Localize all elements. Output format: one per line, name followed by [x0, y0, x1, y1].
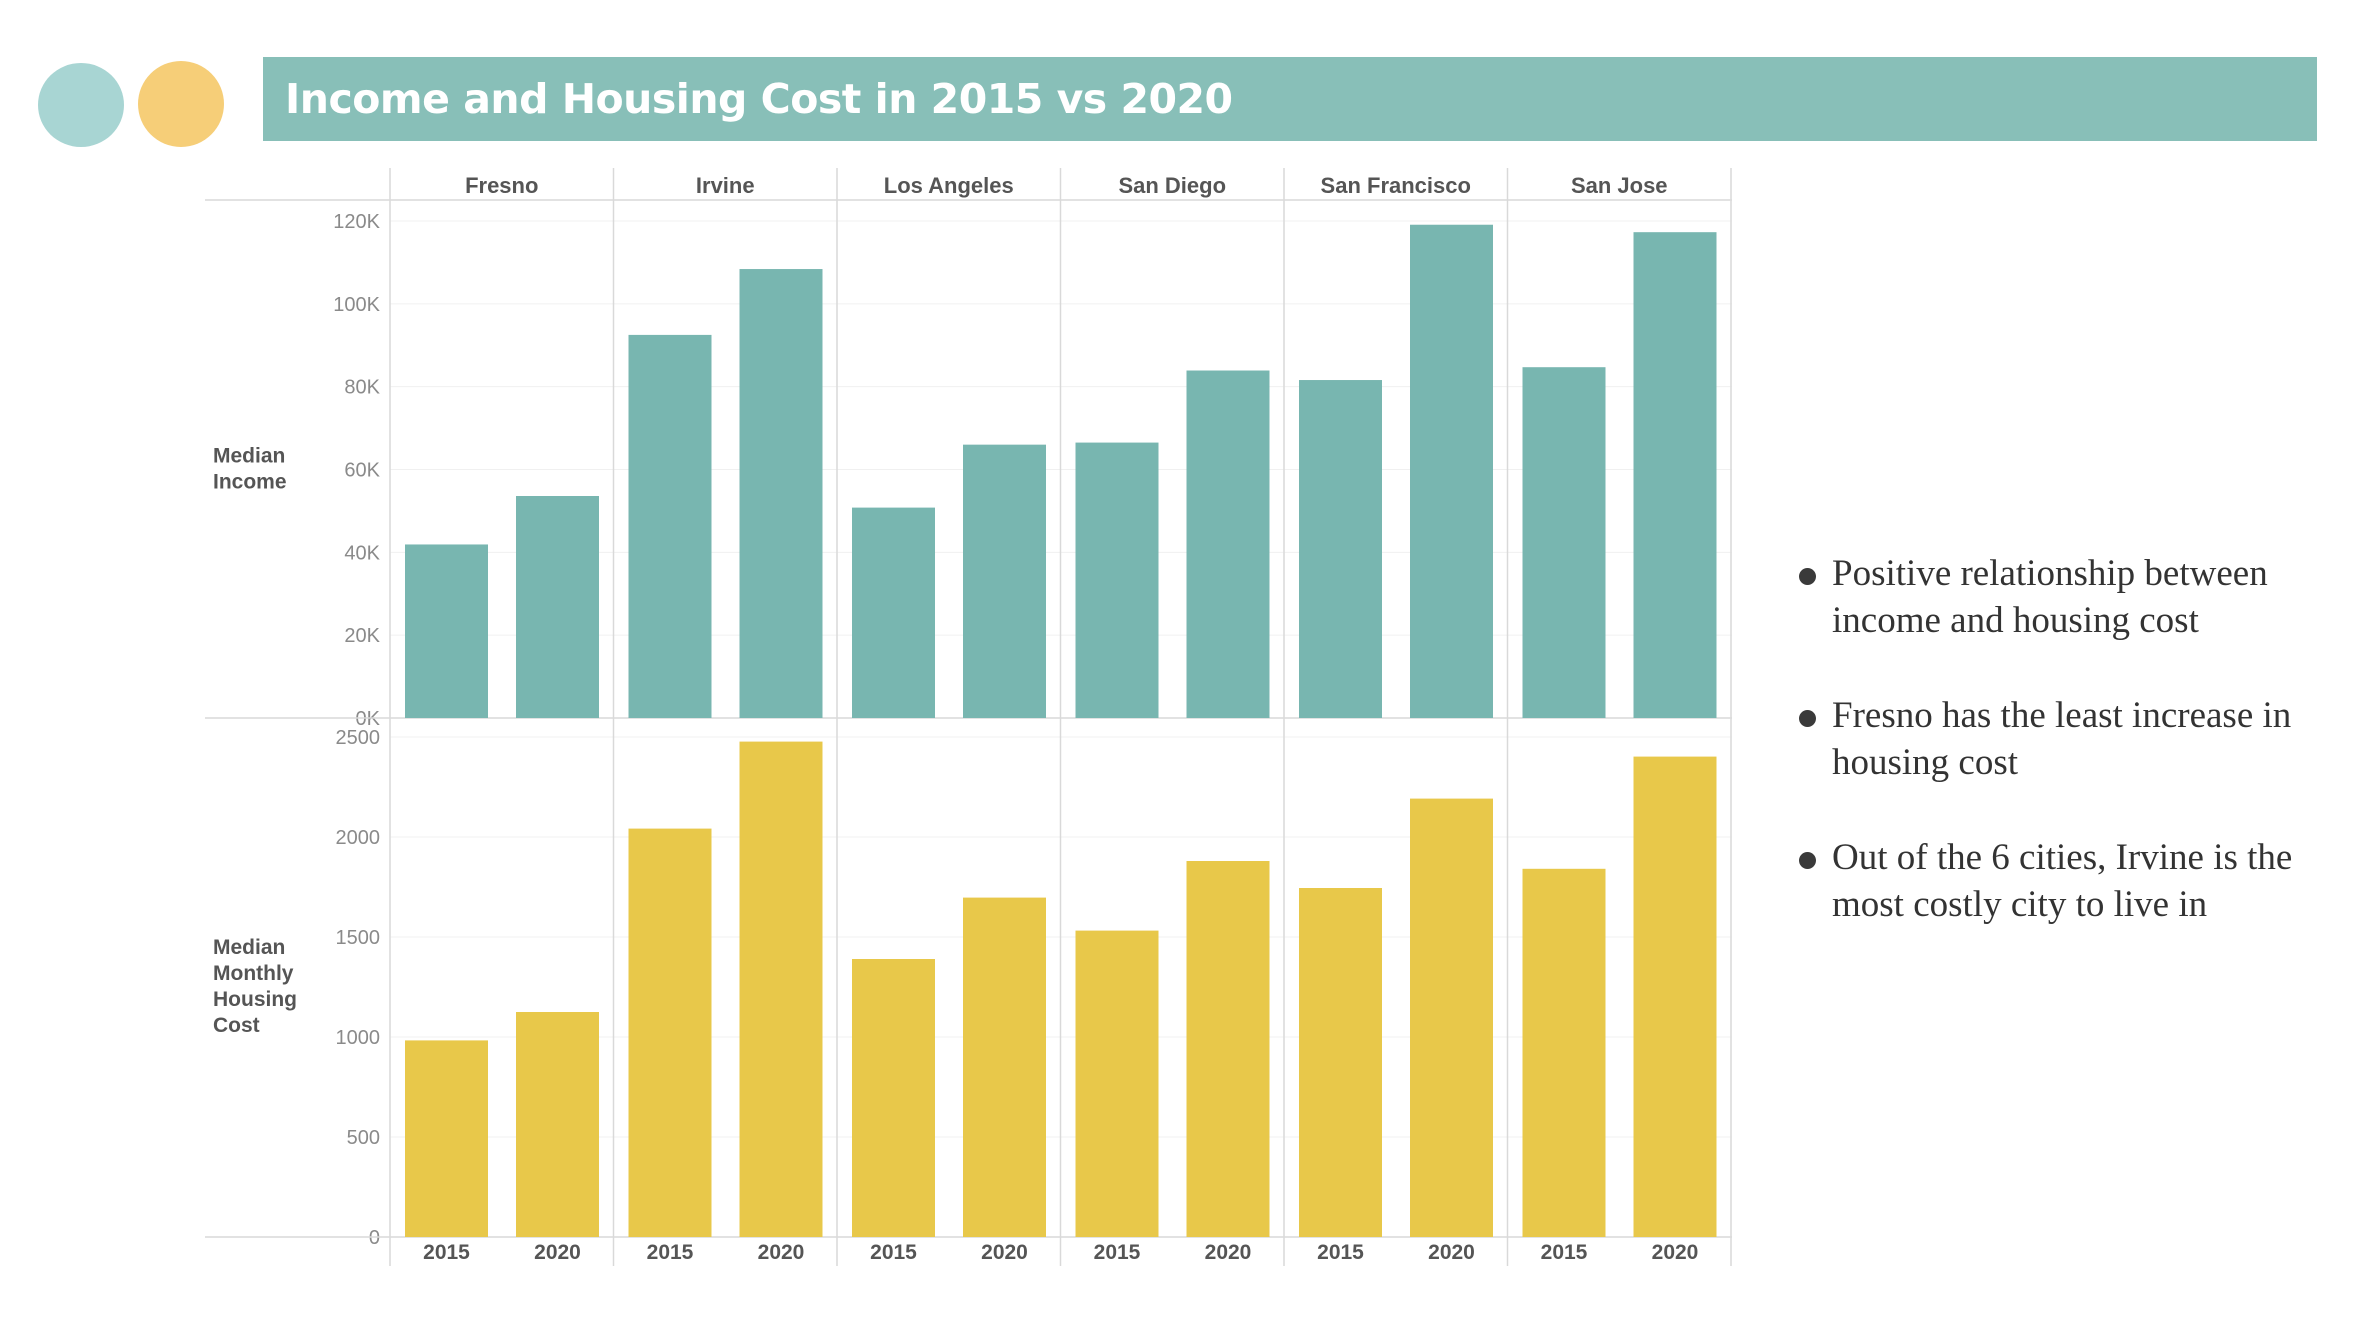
bar — [963, 444, 1046, 718]
y-axis-label: Median Income — [213, 445, 287, 494]
x-tick-label: 2020 — [534, 1241, 581, 1264]
bar — [516, 496, 599, 718]
bullet-text: Out of the 6 cities, Irvine is the most … — [1832, 837, 2293, 925]
y-tick-label: 60K — [344, 460, 380, 482]
y-tick-label: 40K — [344, 542, 380, 564]
y-tick-label: 0 — [369, 1227, 380, 1249]
x-tick-label: 2020 — [1428, 1241, 1475, 1264]
y-tick-label: 20K — [344, 625, 380, 647]
bar — [1522, 868, 1606, 1237]
bullet-list: Positive relationship between income and… — [1795, 550, 2315, 976]
bar — [963, 897, 1046, 1237]
y-tick-label: 1500 — [336, 927, 381, 949]
decorative-teal-circle — [38, 63, 124, 147]
bar — [628, 828, 712, 1237]
bar — [1410, 798, 1493, 1237]
bar — [1186, 370, 1270, 718]
y-tick-label: 100K — [333, 294, 380, 316]
bullet-text: Fresno has the least increase in housing… — [1832, 695, 2292, 783]
bullet-item: Out of the 6 cities, Irvine is the most … — [1795, 834, 2315, 928]
bar — [1633, 756, 1717, 1237]
y-tick-label: 1000 — [336, 1027, 381, 1049]
city-header-label: Irvine — [696, 173, 755, 198]
bar — [1299, 380, 1382, 718]
bar — [405, 1040, 488, 1237]
bullet-dot-icon — [1799, 852, 1816, 869]
bar — [1410, 224, 1493, 719]
x-tick-label: 2020 — [758, 1241, 805, 1264]
x-tick-label: 2015 — [423, 1241, 470, 1264]
bar — [739, 269, 823, 718]
bullet-item: Fresno has the least increase in housing… — [1795, 692, 2315, 786]
x-tick-label: 2015 — [647, 1241, 694, 1264]
y-tick-label: 120K — [333, 211, 380, 233]
city-header-label: San Jose — [1571, 173, 1668, 198]
title-bar: Income and Housing Cost in 2015 vs 2020 — [263, 57, 2317, 141]
bullet-text: Positive relationship between income and… — [1832, 553, 2268, 641]
x-tick-label: 2020 — [1205, 1241, 1252, 1264]
x-tick-label: 2015 — [870, 1241, 917, 1264]
bar — [1633, 232, 1717, 718]
bar — [628, 334, 712, 718]
x-tick-label: 2020 — [1652, 1241, 1699, 1264]
bullet-dot-icon — [1799, 568, 1816, 585]
bar — [516, 1012, 599, 1237]
bar — [852, 507, 935, 718]
x-tick-label: 2015 — [1094, 1241, 1141, 1264]
bar — [405, 544, 488, 718]
bar — [1075, 930, 1159, 1237]
city-header-label: San Francisco — [1321, 173, 1471, 198]
city-header-label: Los Angeles — [884, 173, 1014, 198]
y-tick-label: 500 — [347, 1127, 380, 1149]
bar — [1299, 888, 1382, 1237]
y-tick-label: 2000 — [336, 827, 381, 849]
y-tick-label: 80K — [344, 377, 380, 399]
decorative-yellow-circle — [138, 61, 224, 147]
x-tick-label: 2015 — [1541, 1241, 1588, 1264]
city-header-label: Fresno — [465, 173, 538, 198]
bullet-item: Positive relationship between income and… — [1795, 550, 2315, 644]
y-tick-label: 2500 — [336, 727, 381, 749]
bar — [1522, 367, 1606, 718]
city-header-label: San Diego — [1118, 173, 1226, 198]
bar — [852, 959, 935, 1237]
bar — [739, 741, 823, 1237]
y-axis-label: Median Monthly Housing Cost — [213, 936, 297, 1037]
x-tick-label: 2015 — [1317, 1241, 1364, 1264]
slide-title: Income and Housing Cost in 2015 vs 2020 — [285, 75, 1233, 123]
y-tick-label: 0K — [356, 708, 381, 730]
bullet-dot-icon — [1799, 710, 1816, 727]
bar — [1186, 861, 1270, 1237]
bar — [1075, 442, 1159, 718]
bar-chart: 0K 20K 40K 60K 80K 100K 120K 0 500 1000 1500 2000 25… — [205, 168, 1732, 1266]
x-tick-label: 2020 — [981, 1241, 1028, 1264]
